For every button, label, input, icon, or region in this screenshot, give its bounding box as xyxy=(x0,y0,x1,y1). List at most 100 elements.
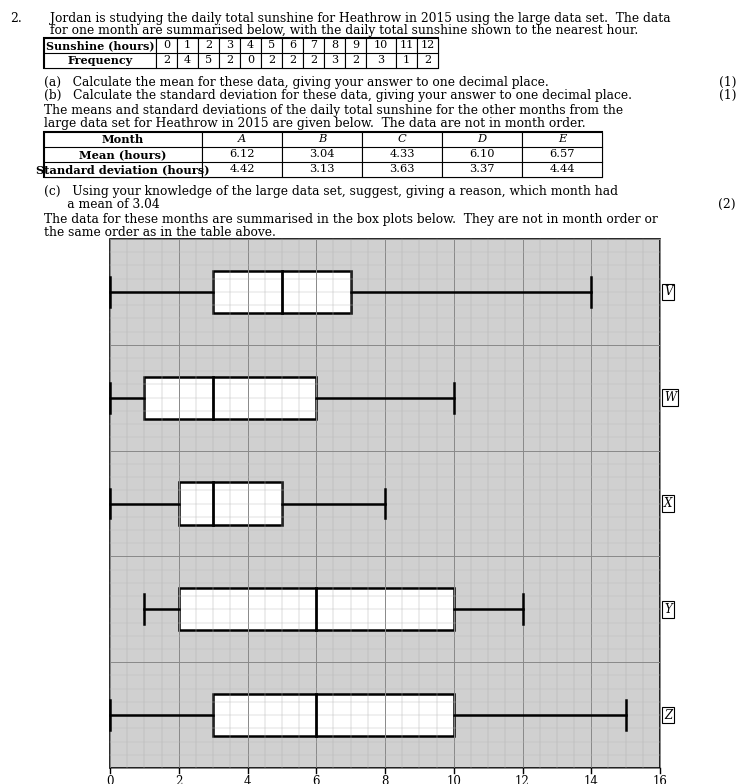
Text: Jordan is studying the daily total sunshine for Heathrow in 2015 using the large: Jordan is studying the daily total sunsh… xyxy=(50,12,670,25)
Bar xyxy=(198,38,219,68)
Text: 14: 14 xyxy=(584,775,599,784)
Text: (1): (1) xyxy=(719,76,736,89)
Text: 8: 8 xyxy=(331,40,338,50)
Bar xyxy=(110,239,660,768)
Bar xyxy=(202,132,282,177)
Text: 1: 1 xyxy=(184,40,191,50)
Text: Sunshine (hours): Sunshine (hours) xyxy=(45,40,154,51)
Bar xyxy=(156,38,177,68)
Text: 11: 11 xyxy=(400,40,414,50)
Bar xyxy=(442,132,522,177)
Bar xyxy=(303,38,324,68)
Text: 3: 3 xyxy=(331,55,338,65)
Text: 4: 4 xyxy=(184,55,191,65)
Text: 5: 5 xyxy=(268,40,275,50)
Bar xyxy=(362,132,442,177)
Bar xyxy=(261,38,282,68)
Bar xyxy=(282,38,303,68)
Text: 3.63: 3.63 xyxy=(389,164,414,174)
Text: The means and standard deviations of the daily total sunshine for the other mont: The means and standard deviations of the… xyxy=(44,104,623,117)
Text: 5: 5 xyxy=(205,55,212,65)
Text: 4.44: 4.44 xyxy=(549,164,575,174)
Text: Y: Y xyxy=(664,603,672,615)
Bar xyxy=(417,38,438,68)
Text: 4: 4 xyxy=(247,40,254,50)
Text: 2: 2 xyxy=(268,55,275,65)
Bar xyxy=(44,38,156,68)
Text: 6.57: 6.57 xyxy=(549,149,575,159)
Text: D: D xyxy=(478,134,487,144)
Bar xyxy=(144,376,316,419)
Text: 4.42: 4.42 xyxy=(229,164,254,174)
Text: 6: 6 xyxy=(289,40,296,50)
Text: 6: 6 xyxy=(312,775,320,784)
Text: E: E xyxy=(558,134,566,144)
Bar xyxy=(179,588,454,630)
Text: 0: 0 xyxy=(163,40,170,50)
Bar xyxy=(219,38,240,68)
Text: 1: 1 xyxy=(403,55,410,65)
Text: the same order as in the table above.: the same order as in the table above. xyxy=(44,226,276,239)
Bar xyxy=(240,38,261,68)
Text: C: C xyxy=(397,134,406,144)
Text: for one month are summarised below, with the daily total sunshine shown to the n: for one month are summarised below, with… xyxy=(50,24,638,37)
Bar xyxy=(44,132,202,177)
Text: 4: 4 xyxy=(244,775,251,784)
Text: V: V xyxy=(664,285,673,299)
Text: 7: 7 xyxy=(310,40,317,50)
Text: 9: 9 xyxy=(352,40,359,50)
Text: a mean of 3.04: a mean of 3.04 xyxy=(44,198,160,211)
Bar xyxy=(396,38,417,68)
Text: 3: 3 xyxy=(226,40,233,50)
Bar xyxy=(177,38,198,68)
Text: (c)   Using your knowledge of the large data set, suggest, giving a reason, whic: (c) Using your knowledge of the large da… xyxy=(44,185,618,198)
Text: 2: 2 xyxy=(205,40,212,50)
Text: 2: 2 xyxy=(352,55,359,65)
Text: Month: Month xyxy=(102,134,144,145)
Text: 3.37: 3.37 xyxy=(469,164,495,174)
Text: B: B xyxy=(318,134,326,144)
Text: 0: 0 xyxy=(247,55,254,65)
Bar xyxy=(324,38,345,68)
Text: (1): (1) xyxy=(719,89,736,102)
Text: 2: 2 xyxy=(424,55,431,65)
Bar xyxy=(345,38,366,68)
Bar xyxy=(522,132,602,177)
Text: 6.10: 6.10 xyxy=(469,149,495,159)
Text: 6.12: 6.12 xyxy=(229,149,254,159)
Text: 10: 10 xyxy=(374,40,388,50)
Text: Frequency: Frequency xyxy=(68,55,132,66)
Text: (2): (2) xyxy=(719,198,736,211)
Text: Standard deviation (hours): Standard deviation (hours) xyxy=(36,164,210,175)
Text: 2: 2 xyxy=(163,55,170,65)
Text: 10: 10 xyxy=(446,775,461,784)
Text: 3.13: 3.13 xyxy=(310,164,335,174)
Text: 12: 12 xyxy=(420,40,434,50)
Text: 2: 2 xyxy=(226,55,233,65)
Text: large data set for Heathrow in 2015 are given below.  The data are not in month : large data set for Heathrow in 2015 are … xyxy=(44,117,586,130)
Text: 0: 0 xyxy=(106,775,114,784)
Text: (b)   Calculate the standard deviation for these data, giving your answer to one: (b) Calculate the standard deviation for… xyxy=(44,89,632,102)
Text: A: A xyxy=(238,134,246,144)
Text: 3.04: 3.04 xyxy=(310,149,335,159)
Text: 2: 2 xyxy=(289,55,296,65)
Text: 2: 2 xyxy=(175,775,182,784)
Text: The data for these months are summarised in the box plots below.  They are not i: The data for these months are summarised… xyxy=(44,213,658,226)
Text: 8: 8 xyxy=(382,775,388,784)
Bar xyxy=(179,482,282,524)
Text: 2.: 2. xyxy=(10,12,22,25)
Text: 4.33: 4.33 xyxy=(389,149,414,159)
Text: Z: Z xyxy=(664,709,672,721)
Bar xyxy=(213,270,350,313)
Text: (a)   Calculate the mean for these data, giving your answer to one decimal place: (a) Calculate the mean for these data, g… xyxy=(44,76,549,89)
Text: 12: 12 xyxy=(515,775,530,784)
Bar xyxy=(44,38,438,68)
Bar xyxy=(282,132,362,177)
Text: Mean (hours): Mean (hours) xyxy=(80,149,167,160)
Bar xyxy=(213,694,454,736)
Bar xyxy=(366,38,396,68)
Bar xyxy=(44,132,602,177)
Text: X: X xyxy=(664,497,673,510)
Text: W: W xyxy=(664,391,676,405)
Text: 3: 3 xyxy=(377,55,385,65)
